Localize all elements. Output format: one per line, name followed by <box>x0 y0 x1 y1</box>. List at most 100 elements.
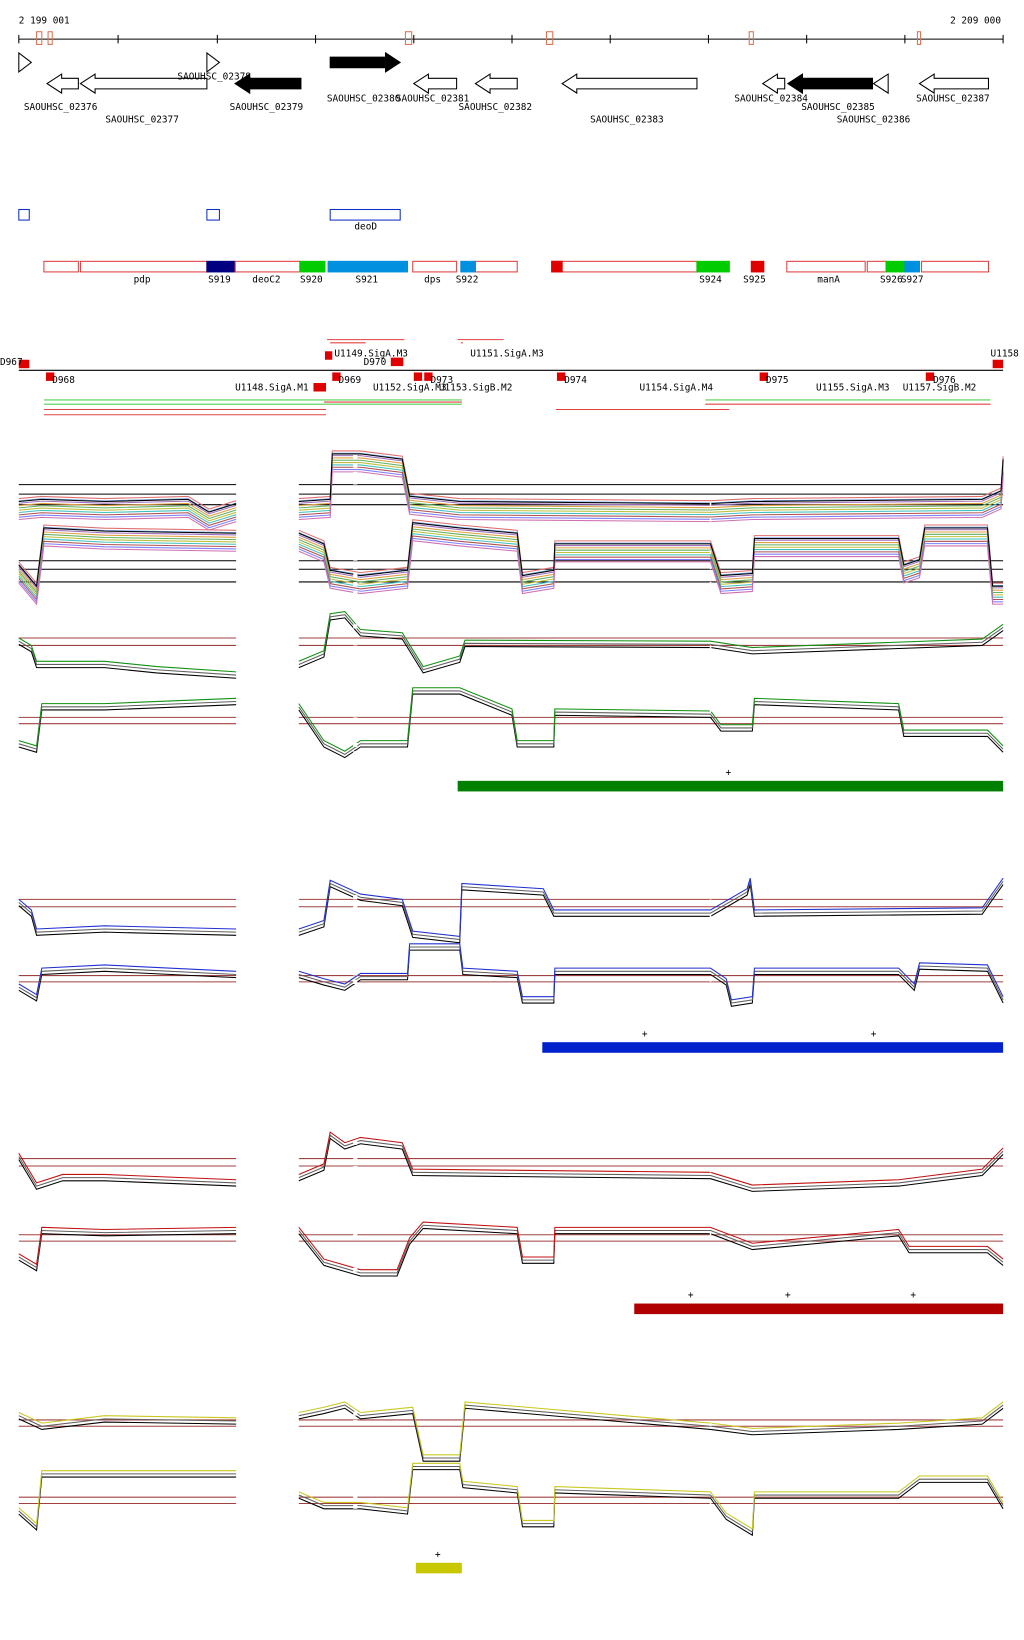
gene-arrow <box>79 73 208 95</box>
profile-line <box>298 610 1004 668</box>
segment-label: S922 <box>456 274 479 285</box>
profile-line <box>18 970 237 1002</box>
segment <box>327 260 409 273</box>
track-bar <box>542 1042 1004 1053</box>
gene-arrow <box>234 73 302 95</box>
ruler-marker <box>36 31 43 45</box>
profile-line <box>18 1153 237 1184</box>
segment <box>786 260 866 273</box>
profile-line <box>298 617 1004 674</box>
segment-label: manA <box>817 274 840 285</box>
operon-box <box>206 208 220 221</box>
profile-line <box>298 1224 1004 1274</box>
tu-label: D976 <box>933 375 956 386</box>
tu-label: U1148.SigA.M1 <box>235 382 309 393</box>
profile-line <box>18 704 237 753</box>
segment-label: S927 <box>901 274 924 285</box>
tu-flag <box>45 372 55 381</box>
profile-line <box>18 512 237 527</box>
gene-arrow <box>412 73 458 95</box>
profile-line <box>298 471 1004 523</box>
track-marker: + <box>785 1290 791 1301</box>
profile-line <box>18 543 237 604</box>
profile-line <box>18 637 237 673</box>
profile-line <box>298 1137 1004 1192</box>
ruler-end: 2 209 000 <box>950 15 1001 26</box>
profile-line <box>18 898 237 930</box>
profile-line <box>18 526 237 587</box>
profile-line <box>18 640 237 676</box>
gene-label: SAOUHSC_02384 <box>734 94 808 105</box>
track-bar <box>634 1303 1004 1315</box>
profile-line <box>18 529 237 590</box>
profile-line <box>18 1418 237 1430</box>
ruler-marker <box>545 31 554 45</box>
profile-line <box>18 545 237 606</box>
profile-line <box>18 514 237 529</box>
tu-label: D975 <box>766 375 789 386</box>
track-marker: + <box>725 768 731 779</box>
tu-flag <box>424 372 433 381</box>
tu-flag <box>313 383 327 392</box>
segment <box>750 260 765 273</box>
profile-line <box>18 527 237 588</box>
tu-label: D968 <box>52 375 75 386</box>
profile-line <box>18 905 237 936</box>
gene-arrow <box>761 73 786 95</box>
tu-label: U1157.SigB.M2 <box>903 382 977 393</box>
track-marker: + <box>910 1290 916 1301</box>
profile-line <box>298 1462 1004 1530</box>
tu-flag <box>759 372 768 381</box>
profile-line <box>18 524 237 585</box>
gene-arrow <box>329 51 402 73</box>
tu-flag <box>556 372 566 381</box>
tu-label: U1151.SigA.M3 <box>470 349 544 360</box>
profile-line <box>18 498 237 513</box>
profile-line <box>298 1465 1004 1533</box>
gene-arrow <box>206 51 221 74</box>
profile-line <box>298 526 1004 591</box>
gene-arrow <box>474 73 518 95</box>
profile-line <box>18 498 237 513</box>
segment <box>43 260 79 273</box>
ruler-marker <box>916 31 922 45</box>
operon-label: deoD <box>354 222 377 233</box>
tu-label: U1152.SigA.M3 <box>373 382 447 393</box>
segment-label: S920 <box>300 274 323 285</box>
segment-label: S926 <box>880 274 903 285</box>
profile-line <box>18 500 237 515</box>
profile-line <box>298 877 1004 937</box>
profile-line <box>18 538 237 599</box>
profile-line <box>18 643 237 679</box>
profile-line <box>298 690 1004 756</box>
tu-flag <box>925 372 935 381</box>
segment-label: deoC2 <box>252 274 280 285</box>
segment <box>866 260 887 273</box>
profile-line <box>18 507 237 522</box>
segment <box>299 260 326 273</box>
profile-line <box>18 516 237 531</box>
profile-line <box>298 1227 1004 1277</box>
track-marker: + <box>688 1290 694 1301</box>
track-bar <box>457 780 1004 792</box>
profile-line <box>298 1469 1004 1537</box>
profile-line <box>18 1226 237 1266</box>
profile-line <box>18 1159 237 1190</box>
gene-arrow <box>872 73 889 95</box>
segment <box>234 260 301 273</box>
profile-line <box>18 533 237 594</box>
tu-flag <box>992 359 1004 369</box>
tu-label: U1155.SigA.M3 <box>816 382 890 393</box>
tu-flag <box>332 372 341 381</box>
profile-line <box>18 536 237 597</box>
tu-label: U1158 <box>991 349 1020 360</box>
segment <box>551 260 698 273</box>
ruler-marker <box>404 31 413 45</box>
gene-label: SAOUHSC_02378 <box>177 71 251 82</box>
segment <box>460 260 476 273</box>
segment-label: S921 <box>355 274 378 285</box>
operon-box <box>329 208 401 221</box>
gene-label: SAOUHSC_02387 <box>916 94 990 105</box>
tu-flag <box>390 357 404 367</box>
gene-label: SAOUHSC_02381 <box>396 94 470 105</box>
